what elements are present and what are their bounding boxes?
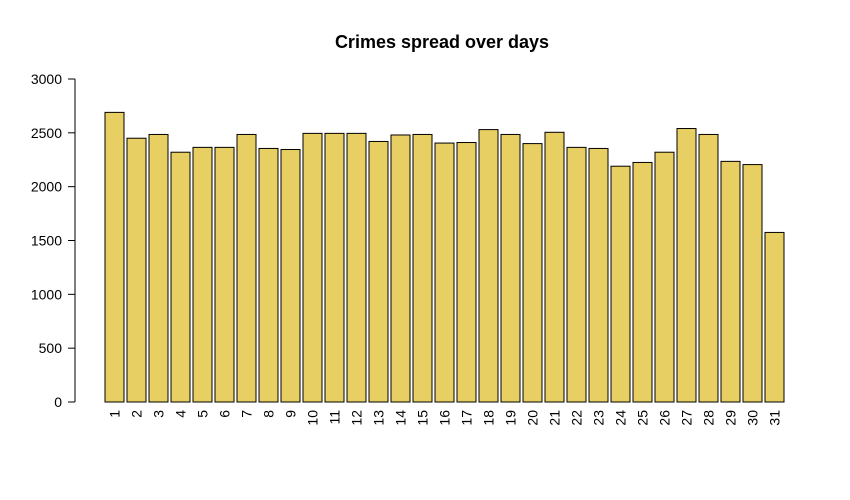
x-tick-label: 22 (569, 410, 585, 426)
bars (104, 111, 785, 403)
bar-day-29 (720, 160, 741, 403)
bar-day-17 (456, 142, 477, 403)
bar-day-21 (544, 131, 565, 403)
x-tick-label: 11 (327, 410, 343, 425)
x-tick-label: 9 (283, 410, 299, 418)
bar-day-16 (434, 142, 455, 403)
x-tick-label: 15 (415, 410, 431, 426)
bar-day-23 (588, 147, 609, 403)
y-tick-label: 1000 (31, 286, 62, 302)
bar-day-1 (104, 111, 125, 403)
x-tick-label: 19 (503, 410, 519, 426)
x-tick-label: 5 (195, 410, 211, 418)
x-tick-label: 31 (767, 410, 783, 426)
bar-day-25 (632, 161, 653, 403)
x-tick-label: 25 (635, 410, 651, 426)
x-tick-label: 30 (745, 410, 761, 426)
x-tick-label: 23 (591, 410, 607, 426)
y-tick-label: 2500 (31, 125, 62, 141)
chart-title: Crimes spread over days (335, 32, 549, 52)
x-tick-label: 1 (107, 410, 123, 418)
bar-day-11 (324, 132, 345, 403)
bar-day-22 (566, 146, 587, 403)
y-tick-label: 2000 (31, 179, 62, 195)
bar-day-9 (280, 149, 301, 403)
y-tick-label: 500 (39, 340, 63, 356)
x-tick-label: 6 (217, 410, 233, 418)
bar-day-19 (500, 133, 521, 403)
y-tick-label: 0 (54, 394, 62, 410)
bar-day-31 (764, 231, 785, 403)
x-tick-label: 27 (679, 410, 695, 426)
x-tick-label: 8 (261, 410, 277, 418)
bar-day-10 (302, 132, 323, 403)
bar-day-24 (610, 165, 631, 403)
bar-day-20 (522, 143, 543, 403)
y-axis: 0 500 1000 1500 2000 2500 3000 (31, 71, 76, 410)
x-tick-label: 20 (525, 410, 541, 426)
x-tick-label: 13 (371, 410, 387, 426)
bar-day-2 (126, 137, 147, 403)
bar-day-26 (654, 151, 675, 403)
x-tick-label: 29 (723, 410, 739, 426)
x-tick-label: 4 (173, 410, 189, 418)
bar-day-14 (390, 134, 411, 403)
bar-day-6 (214, 146, 235, 403)
x-tick-label: 16 (437, 410, 453, 426)
bar-day-4 (170, 151, 191, 403)
x-tick-label: 28 (701, 410, 717, 426)
bar-day-13 (368, 140, 389, 403)
bar-day-18 (478, 129, 499, 403)
x-tick-label: 18 (481, 410, 497, 426)
bar-day-12 (346, 132, 367, 403)
bar-day-30 (742, 164, 763, 403)
bar-day-5 (192, 146, 213, 403)
x-tick-label: 14 (393, 410, 409, 426)
bar-day-3 (148, 133, 169, 403)
x-tick-label: 24 (613, 410, 629, 426)
bar-day-27 (676, 128, 697, 403)
x-tick-label: 2 (129, 410, 145, 418)
bar-day-8 (258, 147, 279, 403)
y-tick-label: 3000 (31, 71, 62, 87)
x-tick-label: 17 (459, 410, 475, 426)
x-tick-label: 21 (547, 410, 563, 426)
bar-day-7 (236, 133, 257, 403)
bar-day-15 (412, 133, 433, 403)
x-tick-label: 3 (151, 410, 167, 418)
x-tick-label: 12 (349, 410, 365, 426)
y-tick-label: 1500 (31, 233, 62, 249)
x-tick-label: 10 (305, 410, 321, 426)
x-tick-label: 7 (239, 410, 255, 418)
x-axis-labels: 1 2 3 4 5 6 7 8 9 10 11 12 13 14 15 16 17 18 19 20 21 22 23 24 2… (107, 410, 783, 426)
x-tick-label: 26 (657, 410, 673, 426)
bar-day-28 (698, 133, 719, 403)
